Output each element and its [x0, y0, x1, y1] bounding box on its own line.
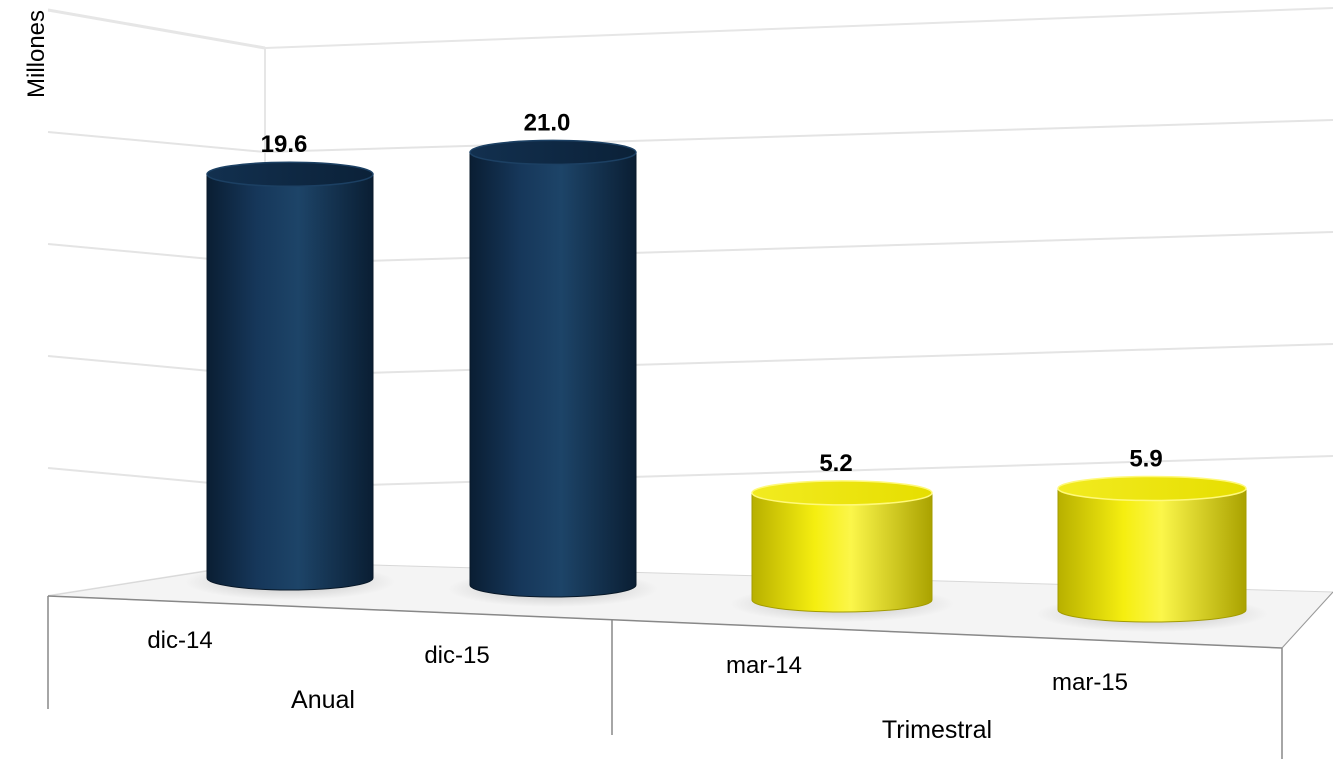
bar-top — [751, 480, 933, 506]
bar-mar-14 — [730, 480, 954, 622]
axis-line-top — [47, 595, 1283, 649]
category-label: dic-15 — [424, 642, 489, 669]
category-label: dic-14 — [147, 627, 212, 654]
category-label: mar-14 — [726, 652, 802, 679]
bar-body — [469, 151, 637, 598]
bar-body — [206, 173, 374, 591]
axis-line-floor-right — [1281, 591, 1333, 649]
category-labels: dic-14 dic-15 mar-14 mar-15 — [147, 627, 1128, 696]
data-label: 19.6 — [261, 131, 308, 158]
left-wall-top-edge — [47, 8, 266, 50]
data-label: 21.0 — [524, 109, 571, 136]
data-label: 5.2 — [819, 450, 852, 477]
data-labels: 19.6 21.0 5.2 5.9 — [261, 109, 1163, 476]
bar-dic-15 — [448, 139, 658, 607]
bar-top — [1057, 475, 1247, 502]
category-label: mar-15 — [1052, 669, 1128, 696]
y-axis-title: Millones — [23, 10, 50, 98]
gridline-top — [264, 7, 1333, 49]
bar-body — [751, 492, 933, 613]
bar-top — [206, 161, 374, 187]
bar-dic-14 — [185, 161, 395, 600]
gridline — [47, 119, 1333, 153]
group-label: Trimestral — [882, 716, 992, 744]
group-label: Anual — [291, 686, 355, 714]
bar-body — [1057, 487, 1247, 623]
bar-mar-15 — [1036, 475, 1268, 632]
category-axis — [47, 591, 1333, 759]
gridlines — [47, 7, 1333, 489]
group-labels: Anual Trimestral — [291, 686, 992, 744]
bars — [185, 139, 1268, 632]
bar-top — [469, 139, 637, 166]
data-label: 5.9 — [1129, 445, 1162, 472]
